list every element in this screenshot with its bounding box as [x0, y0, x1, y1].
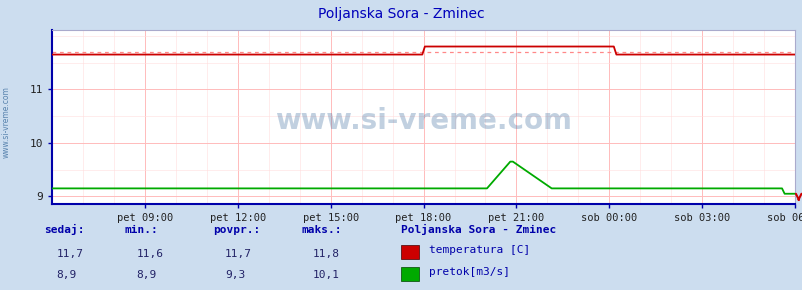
Text: 10,1: 10,1 — [313, 270, 340, 280]
Text: povpr.:: povpr.: — [213, 225, 260, 235]
Text: Poljanska Sora - Zminec: Poljanska Sora - Zminec — [318, 7, 484, 21]
Text: temperatura [C]: temperatura [C] — [428, 245, 529, 255]
Text: www.si-vreme.com: www.si-vreme.com — [2, 86, 11, 158]
Text: Poljanska Sora - Zminec: Poljanska Sora - Zminec — [401, 224, 556, 235]
Text: 8,9: 8,9 — [136, 270, 156, 280]
Text: 11,6: 11,6 — [136, 249, 164, 259]
Text: 11,7: 11,7 — [56, 249, 83, 259]
Text: www.si-vreme.com: www.si-vreme.com — [275, 107, 571, 135]
Text: sedaj:: sedaj: — [44, 224, 84, 235]
Text: 9,3: 9,3 — [225, 270, 245, 280]
Text: 11,7: 11,7 — [225, 249, 252, 259]
Text: min.:: min.: — [124, 225, 158, 235]
Text: pretok[m3/s]: pretok[m3/s] — [428, 267, 509, 277]
Text: 11,8: 11,8 — [313, 249, 340, 259]
Text: 8,9: 8,9 — [56, 270, 76, 280]
Text: maks.:: maks.: — [301, 225, 341, 235]
